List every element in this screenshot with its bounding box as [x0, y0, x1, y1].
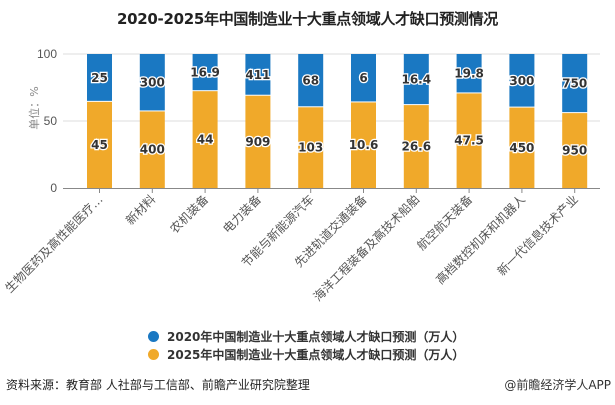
data-label-2025: 400	[140, 143, 165, 157]
data-labels: 25 45 300 400 16.9 44 411 909 68 103 6 10.6 16.4 26.6…	[90, 64, 589, 158]
data-label-2025: 47.5	[454, 134, 484, 148]
data-label-2020: 300	[509, 74, 534, 88]
bar-2020	[245, 54, 271, 95]
bar-2025	[456, 93, 482, 188]
bar-2025	[403, 105, 429, 188]
y-axis-ticks: 0 50 100	[37, 47, 57, 195]
x-axis-labels: 生物医药及高性能医疗… 新材料 农机装备 电力装备节能与新能源汽车先进轨道交通装备海洋…	[2, 192, 581, 304]
data-label-2020: 411	[245, 68, 270, 82]
legend-marker-2025	[148, 348, 159, 360]
legend-label-2025: 2025年中国制造业十大重点领域人才缺口预测（万人）	[167, 347, 465, 362]
data-label-2020: 16.9	[190, 66, 220, 80]
legend-marker-2020	[148, 330, 159, 342]
data-label-2020: 300	[140, 76, 165, 90]
data-label-2025: 45	[91, 138, 108, 152]
credit-note: @前瞻经济学人APP	[504, 378, 611, 392]
y-axis-label: 单位：%	[28, 86, 41, 130]
x-tick-label: 生物医药及高性能医疗…	[2, 192, 106, 296]
data-label-2020: 750	[562, 77, 587, 91]
chart-title: 2020-2025年中国制造业十大重点领域人才缺口预测情况	[116, 10, 499, 28]
data-label-2025: 950	[562, 144, 587, 158]
bar-2020	[509, 54, 535, 107]
legend-item-2025[interactable]: 2025年中国制造业十大重点领域人才缺口预测（万人）	[148, 345, 464, 363]
bar-2020	[456, 54, 482, 93]
data-label-2020: 19.8	[454, 67, 484, 81]
data-label-2025: 909	[245, 135, 270, 149]
bars	[87, 54, 588, 188]
data-label-2020: 16.4	[401, 73, 431, 87]
bar-2025	[351, 102, 376, 188]
data-label-2020: 68	[302, 74, 319, 88]
data-label-2020: 6	[359, 71, 367, 85]
legend-label-2020: 2020年中国制造业十大重点领域人才缺口预测（万人）	[167, 329, 465, 344]
x-axis	[63, 188, 600, 193]
bar-2025	[192, 91, 218, 188]
y-tick-label: 50	[44, 114, 58, 128]
bar-2020	[562, 54, 588, 113]
bar-2020	[139, 54, 165, 111]
bar-2020	[87, 54, 112, 101]
bar-2020	[403, 54, 429, 105]
x-tick-label: 海洋工程装备及高技术船舶	[310, 192, 422, 304]
bar-2025	[562, 113, 588, 188]
bar-2025	[509, 107, 535, 188]
data-label-2025: 44	[197, 133, 214, 147]
data-label-2020: 25	[91, 71, 108, 85]
y-tick-label: 100	[37, 47, 57, 61]
source-note: 资料来源：教育部 人社部与工信部、前瞻产业研究院整理	[6, 378, 310, 392]
x-tick-label: 高档数控机床和机器人	[433, 192, 528, 287]
data-label-2025: 10.6	[349, 138, 379, 152]
bar-2025	[87, 101, 112, 188]
bar-2020	[298, 54, 324, 107]
data-label-2025: 26.6	[401, 140, 431, 154]
x-tick-label: 农机装备	[167, 192, 211, 236]
bar-2020	[192, 54, 218, 91]
data-label-2025: 450	[509, 141, 534, 155]
y-tick-label: 0	[50, 181, 57, 195]
legend: 2020年中国制造业十大重点领域人才缺口预测（万人） 2025年中国制造业十大重…	[148, 327, 464, 363]
bar-2020	[351, 54, 376, 102]
x-tick-label: 新材料	[122, 192, 158, 228]
legend-item-2020[interactable]: 2020年中国制造业十大重点领域人才缺口预测（万人）	[148, 327, 464, 345]
bar-2025	[298, 107, 324, 188]
bar-2025	[245, 95, 271, 188]
data-label-2025: 103	[298, 141, 323, 155]
x-tick-label: 电力装备	[220, 192, 264, 236]
bar-2025	[139, 111, 165, 188]
